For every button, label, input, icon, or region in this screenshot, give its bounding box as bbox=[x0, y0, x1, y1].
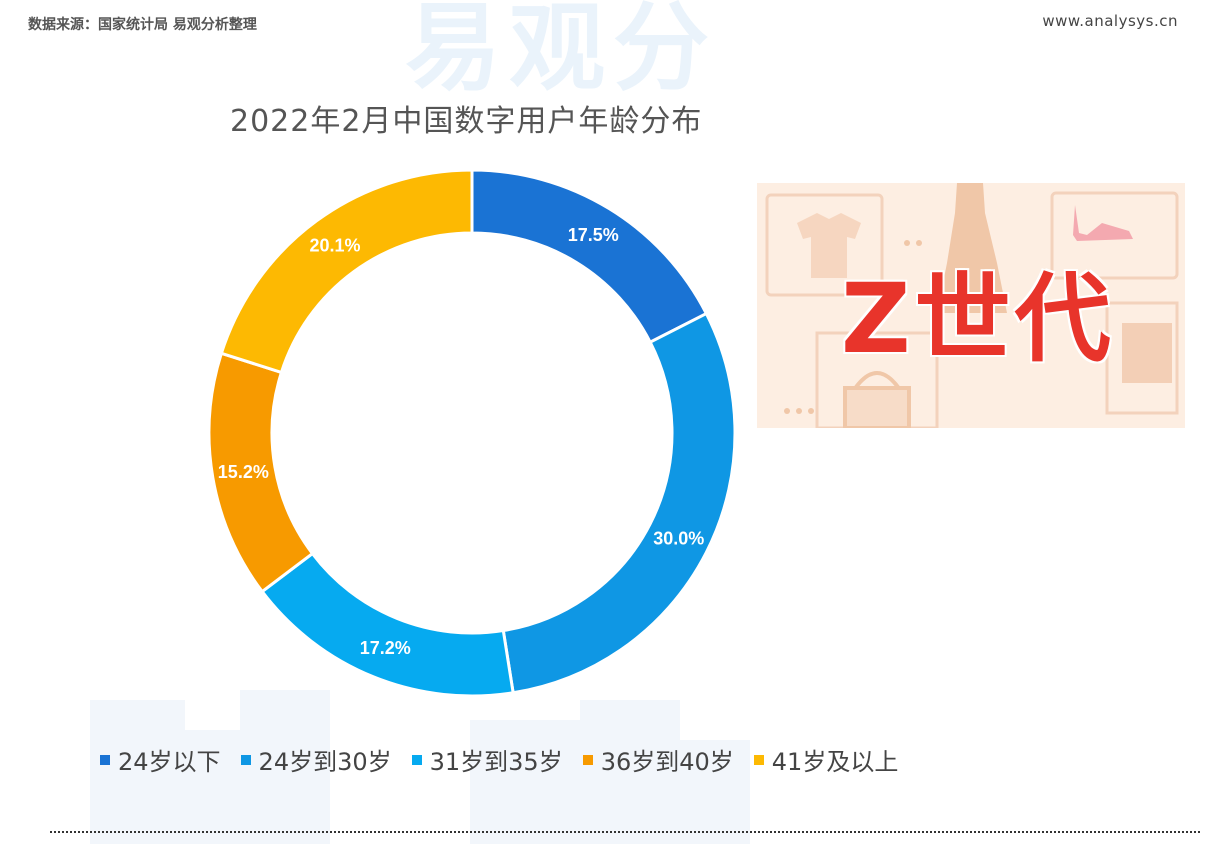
segment-value-label-5: 20.1% bbox=[310, 236, 361, 256]
handbag-icon bbox=[843, 371, 911, 428]
legend-item-5: 41岁及以上 bbox=[753, 742, 899, 777]
chair-icon bbox=[1122, 323, 1172, 383]
donut-segment-5 bbox=[219, 168, 474, 375]
shoe-icon bbox=[1073, 205, 1133, 241]
legend-label: 41岁及以上 bbox=[771, 748, 899, 776]
legend-item-4: 36岁到40岁 bbox=[582, 742, 734, 777]
donut-segment-1 bbox=[470, 168, 709, 345]
data-source: 数据来源：国家统计局 易观分析整理 bbox=[28, 17, 257, 33]
donut-segment-3 bbox=[260, 551, 515, 698]
legend-swatch bbox=[100, 754, 110, 765]
legend-swatch bbox=[582, 754, 593, 765]
chart-legend: 24岁以下 24岁到30岁 31岁到35岁 36岁到40岁 41岁及以上 bbox=[100, 742, 898, 777]
shirt-icon bbox=[797, 213, 861, 278]
segment-value-label-3: 17.2% bbox=[360, 638, 411, 658]
z-generation-title: Z世代 bbox=[841, 263, 1115, 375]
legend-label: 36岁到40岁 bbox=[600, 748, 734, 776]
segment-value-label-4: 15.2% bbox=[218, 462, 269, 482]
legend-label: 24岁以下 bbox=[118, 748, 221, 776]
footer-divider bbox=[50, 831, 1200, 833]
legend-swatch bbox=[753, 754, 764, 765]
legend-swatch bbox=[411, 754, 422, 765]
legend-label: 31岁到35岁 bbox=[429, 748, 563, 776]
segment-value-label-2: 30.0% bbox=[653, 528, 704, 548]
legend-item-3: 31岁到35岁 bbox=[411, 742, 563, 777]
legend-item-2: 24岁到30岁 bbox=[240, 742, 392, 777]
z-generation-image: Z世代 bbox=[757, 183, 1185, 428]
dress-icon bbox=[937, 183, 1007, 313]
chart-title: 2022年2月中国数字用户年龄分布 bbox=[230, 104, 703, 139]
donut-segment-2 bbox=[501, 311, 737, 695]
legend-label: 24岁到30岁 bbox=[258, 748, 392, 776]
legend-item-1: 24岁以下 bbox=[100, 742, 221, 777]
watermark: 易观分 bbox=[405, 0, 717, 104]
segment-value-label-1: 17.5% bbox=[568, 225, 619, 245]
site-url[interactable]: www.analysys.cn bbox=[1042, 12, 1178, 30]
legend-swatch bbox=[240, 754, 251, 765]
